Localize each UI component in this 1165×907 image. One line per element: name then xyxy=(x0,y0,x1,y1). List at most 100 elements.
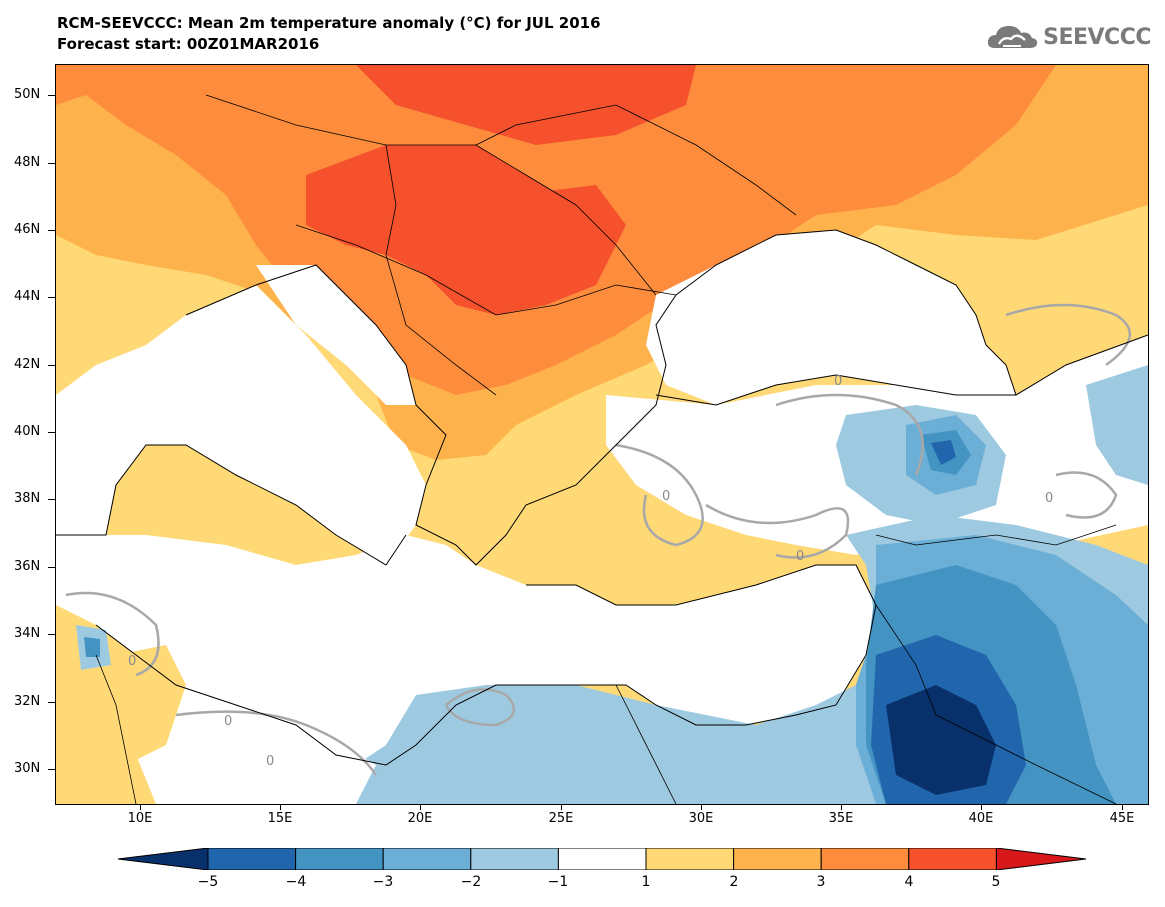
contour-labels: 0 0 0 0 0 0 0 xyxy=(128,374,1053,769)
lon-label: 30E xyxy=(688,811,714,826)
country-border xyxy=(875,524,1117,546)
contour-label: 0 xyxy=(662,489,670,504)
lat-label: 46N xyxy=(14,222,41,237)
coastline xyxy=(655,374,1016,406)
africa-neutral-patch xyxy=(136,685,376,804)
lon-tick xyxy=(140,804,141,810)
country-border xyxy=(385,144,497,396)
lon-label: 25E xyxy=(548,811,574,826)
africa-cool-1 xyxy=(356,685,816,804)
colorbar-segment xyxy=(733,848,822,870)
country-border xyxy=(95,654,137,804)
lat-tick xyxy=(48,297,55,298)
lon-label: 40E xyxy=(968,811,994,826)
colorbar-segment-max xyxy=(995,848,1086,870)
lat-tick xyxy=(48,769,55,770)
country-border xyxy=(295,224,677,316)
lat-label: 42N xyxy=(14,357,41,372)
lon-tick xyxy=(280,804,281,810)
lon-label: 20E xyxy=(407,811,433,826)
sea-tyrrhenian xyxy=(56,285,426,565)
colorbar-label: −1 xyxy=(547,874,569,890)
contour-zero xyxy=(705,503,850,559)
lat-tick xyxy=(48,163,55,164)
lon-tick xyxy=(981,804,982,810)
sea-mediterranean xyxy=(56,535,876,765)
colorbar-label: −4 xyxy=(285,874,307,890)
anomaly-fill-4-5-romania xyxy=(516,185,626,275)
color-bar xyxy=(118,848,1086,870)
country-border xyxy=(615,684,677,804)
lon-tick xyxy=(1122,804,1123,810)
sea-adriatic xyxy=(256,265,416,405)
contour-zero xyxy=(65,591,160,677)
colorbar-label: −2 xyxy=(460,874,482,890)
lon-label: 10E xyxy=(127,811,153,826)
colorbar-segment xyxy=(820,848,910,870)
country-border xyxy=(875,604,1117,804)
forecast-start-label: Forecast start: 00Z01MAR2016 xyxy=(57,35,320,53)
contour-zero xyxy=(615,443,704,547)
lat-label: 32N xyxy=(14,694,41,709)
colorbar-label: −3 xyxy=(372,874,394,890)
colorbar-label: −5 xyxy=(197,874,219,890)
anomaly-fill-4-5-hungary xyxy=(306,145,616,315)
contour-zero xyxy=(1005,303,1132,367)
lat-label: 36N xyxy=(14,559,41,574)
colorbar-segment xyxy=(207,848,297,870)
colorbar-segment xyxy=(557,848,647,870)
lat-tick xyxy=(48,499,55,500)
contour-label: 0 xyxy=(796,549,804,564)
map-title: RCM-SEEVCCC: Mean 2m temperature anomaly… xyxy=(57,14,601,32)
contour-label: 0 xyxy=(266,754,274,769)
colorbar-segment xyxy=(645,848,735,870)
levant-cool-5 xyxy=(886,685,996,795)
lat-label: 44N xyxy=(14,289,41,304)
lat-tick xyxy=(48,365,55,366)
coastline xyxy=(95,564,877,766)
logo-text: SEEVCCC xyxy=(1043,24,1151,50)
east-coast-cool xyxy=(1086,365,1148,485)
lon-tick xyxy=(420,804,421,810)
anatolia-cool-4 xyxy=(931,440,956,465)
country-border xyxy=(205,94,657,296)
colorbar-label: 2 xyxy=(729,874,739,890)
anomaly-fill-4-5-north xyxy=(356,65,696,145)
colorbar-label: 1 xyxy=(641,874,651,890)
colorbar-label: 3 xyxy=(816,874,826,890)
lat-label: 34N xyxy=(14,626,41,641)
colorbar-segment xyxy=(295,848,384,870)
lon-label: 35E xyxy=(828,811,854,826)
colorbar-segment xyxy=(382,848,472,870)
contour-label: 0 xyxy=(1045,491,1053,506)
libya-warm xyxy=(86,645,186,765)
lon-tick xyxy=(701,804,702,810)
contour-label: 0 xyxy=(224,714,232,729)
lat-label: 50N xyxy=(14,87,41,102)
lon-label: 15E xyxy=(267,811,293,826)
lat-tick xyxy=(48,567,55,568)
lat-label: 38N xyxy=(14,491,41,506)
contour-zero xyxy=(1055,471,1118,519)
lat-tick xyxy=(48,702,55,703)
sea-black xyxy=(646,230,1016,405)
contour-label: 0 xyxy=(128,654,136,669)
anomaly-map: 0 0 0 0 0 0 0 xyxy=(55,64,1149,805)
lon-tick xyxy=(561,804,562,810)
cloud-icon xyxy=(988,26,1038,48)
colorbar-segment-min xyxy=(118,848,209,870)
colorbar-label: 4 xyxy=(904,874,914,890)
country-border xyxy=(475,104,797,216)
lon-label: 45E xyxy=(1109,811,1135,826)
lat-label: 30N xyxy=(14,761,41,776)
lat-tick xyxy=(48,230,55,231)
lat-tick xyxy=(48,634,55,635)
lat-tick xyxy=(48,432,55,433)
map-canvas: 0 0 0 0 0 0 0 xyxy=(56,65,1148,804)
colorbar-label: 5 xyxy=(991,874,1001,890)
contour-zero xyxy=(775,393,924,476)
lat-label: 40N xyxy=(14,424,41,439)
colorbar-segment xyxy=(470,848,559,870)
coastline xyxy=(56,444,407,566)
seevccc-logo: SEEVCCC xyxy=(985,22,1151,52)
